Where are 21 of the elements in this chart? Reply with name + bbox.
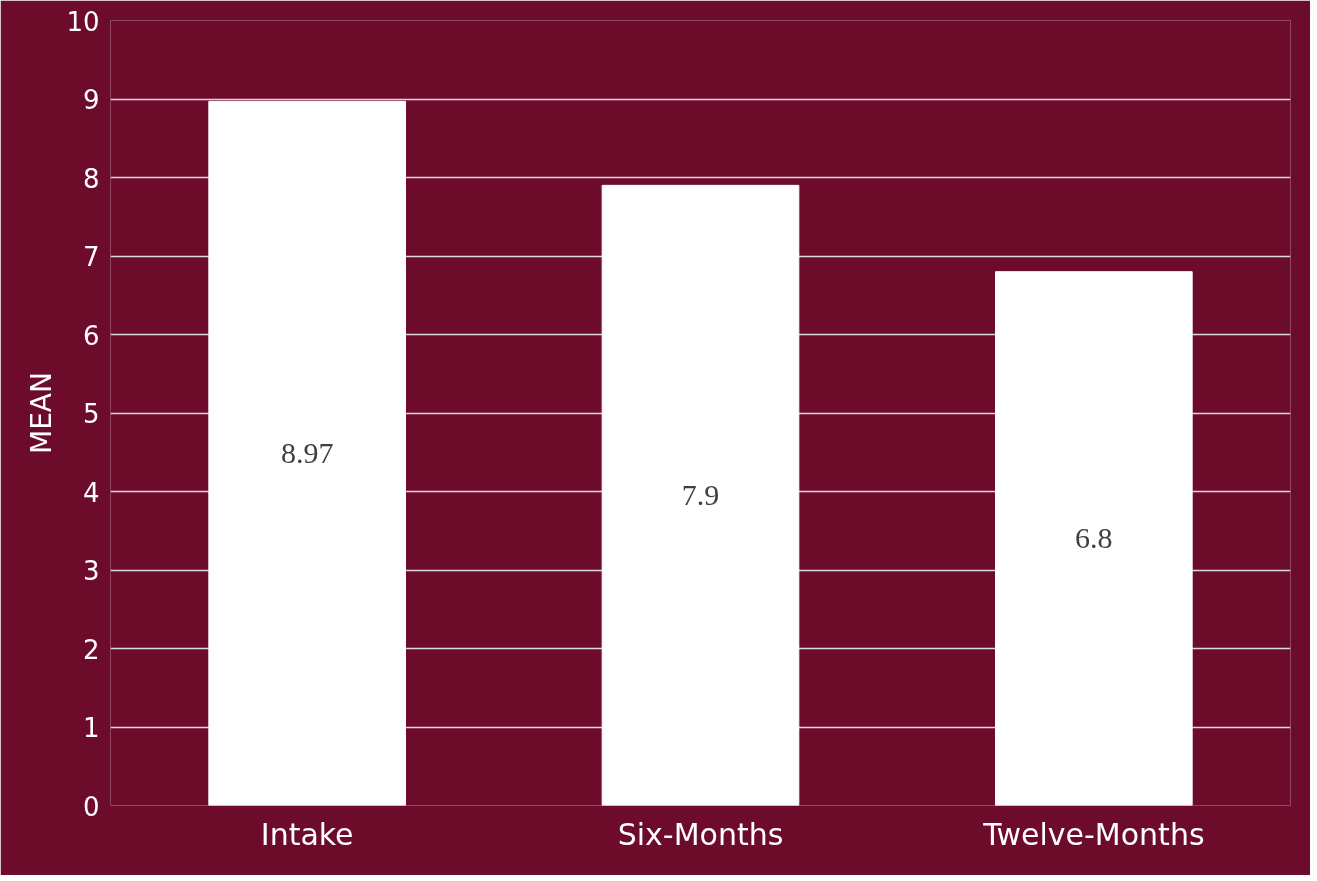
x-tick-label: Intake — [260, 816, 354, 852]
y-tick-label: 10 — [66, 6, 100, 37]
x-tick-label: Six-Months — [617, 816, 784, 852]
bar — [208, 100, 406, 806]
y-tick-label: 8 — [82, 163, 100, 194]
data-label: 6.8 — [1075, 521, 1113, 555]
x-tick-label: Twelve-Months — [982, 816, 1205, 852]
bar — [995, 271, 1193, 806]
y-tick-label: 9 — [82, 85, 100, 115]
y-tick-label: 0 — [82, 791, 100, 822]
y-tick-label: 4 — [82, 477, 100, 508]
data-label: 7.9 — [681, 477, 720, 511]
data-label: 8.97 — [280, 435, 334, 469]
y-tick-label: 2 — [82, 634, 100, 665]
y-tick-label: 7 — [82, 242, 100, 272]
bar — [601, 184, 800, 806]
y-axis-title: MEAN — [25, 372, 59, 454]
y-tick-label: 3 — [82, 556, 100, 586]
y-tick-label: 6 — [82, 320, 100, 351]
y-tick-label: 5 — [82, 399, 100, 429]
y-tick-label: 1 — [82, 713, 100, 743]
